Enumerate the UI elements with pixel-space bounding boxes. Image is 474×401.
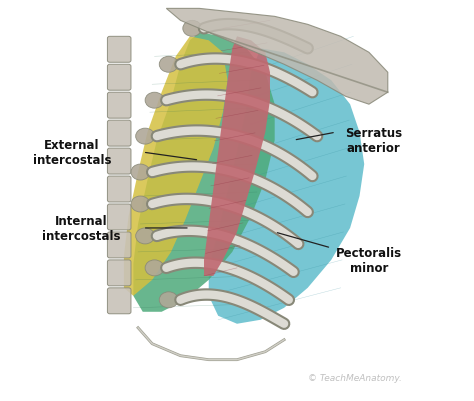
Polygon shape [166,9,388,105]
Polygon shape [133,33,275,312]
FancyBboxPatch shape [108,121,131,147]
FancyBboxPatch shape [108,232,131,258]
Polygon shape [209,49,364,324]
Text: Serratus
anterior: Serratus anterior [345,127,402,155]
Polygon shape [124,37,228,296]
Ellipse shape [131,196,150,213]
Text: External
intercostals: External intercostals [33,139,111,167]
FancyBboxPatch shape [108,149,131,174]
Ellipse shape [131,165,150,180]
Text: Pectoralis
minor: Pectoralis minor [336,246,402,274]
Ellipse shape [145,93,164,109]
FancyBboxPatch shape [108,176,131,203]
Polygon shape [204,37,270,276]
Text: Internal
intercostals: Internal intercostals [42,215,121,242]
FancyBboxPatch shape [108,205,131,230]
FancyBboxPatch shape [108,288,131,314]
Ellipse shape [183,21,201,37]
FancyBboxPatch shape [108,37,131,63]
FancyBboxPatch shape [108,260,131,286]
Text: © TeachMeAnatomy.: © TeachMeAnatomy. [308,373,401,382]
Ellipse shape [159,57,178,73]
FancyBboxPatch shape [108,93,131,119]
FancyBboxPatch shape [108,65,131,91]
Ellipse shape [136,229,155,244]
Ellipse shape [136,129,155,145]
Ellipse shape [145,260,164,276]
Ellipse shape [159,292,178,308]
